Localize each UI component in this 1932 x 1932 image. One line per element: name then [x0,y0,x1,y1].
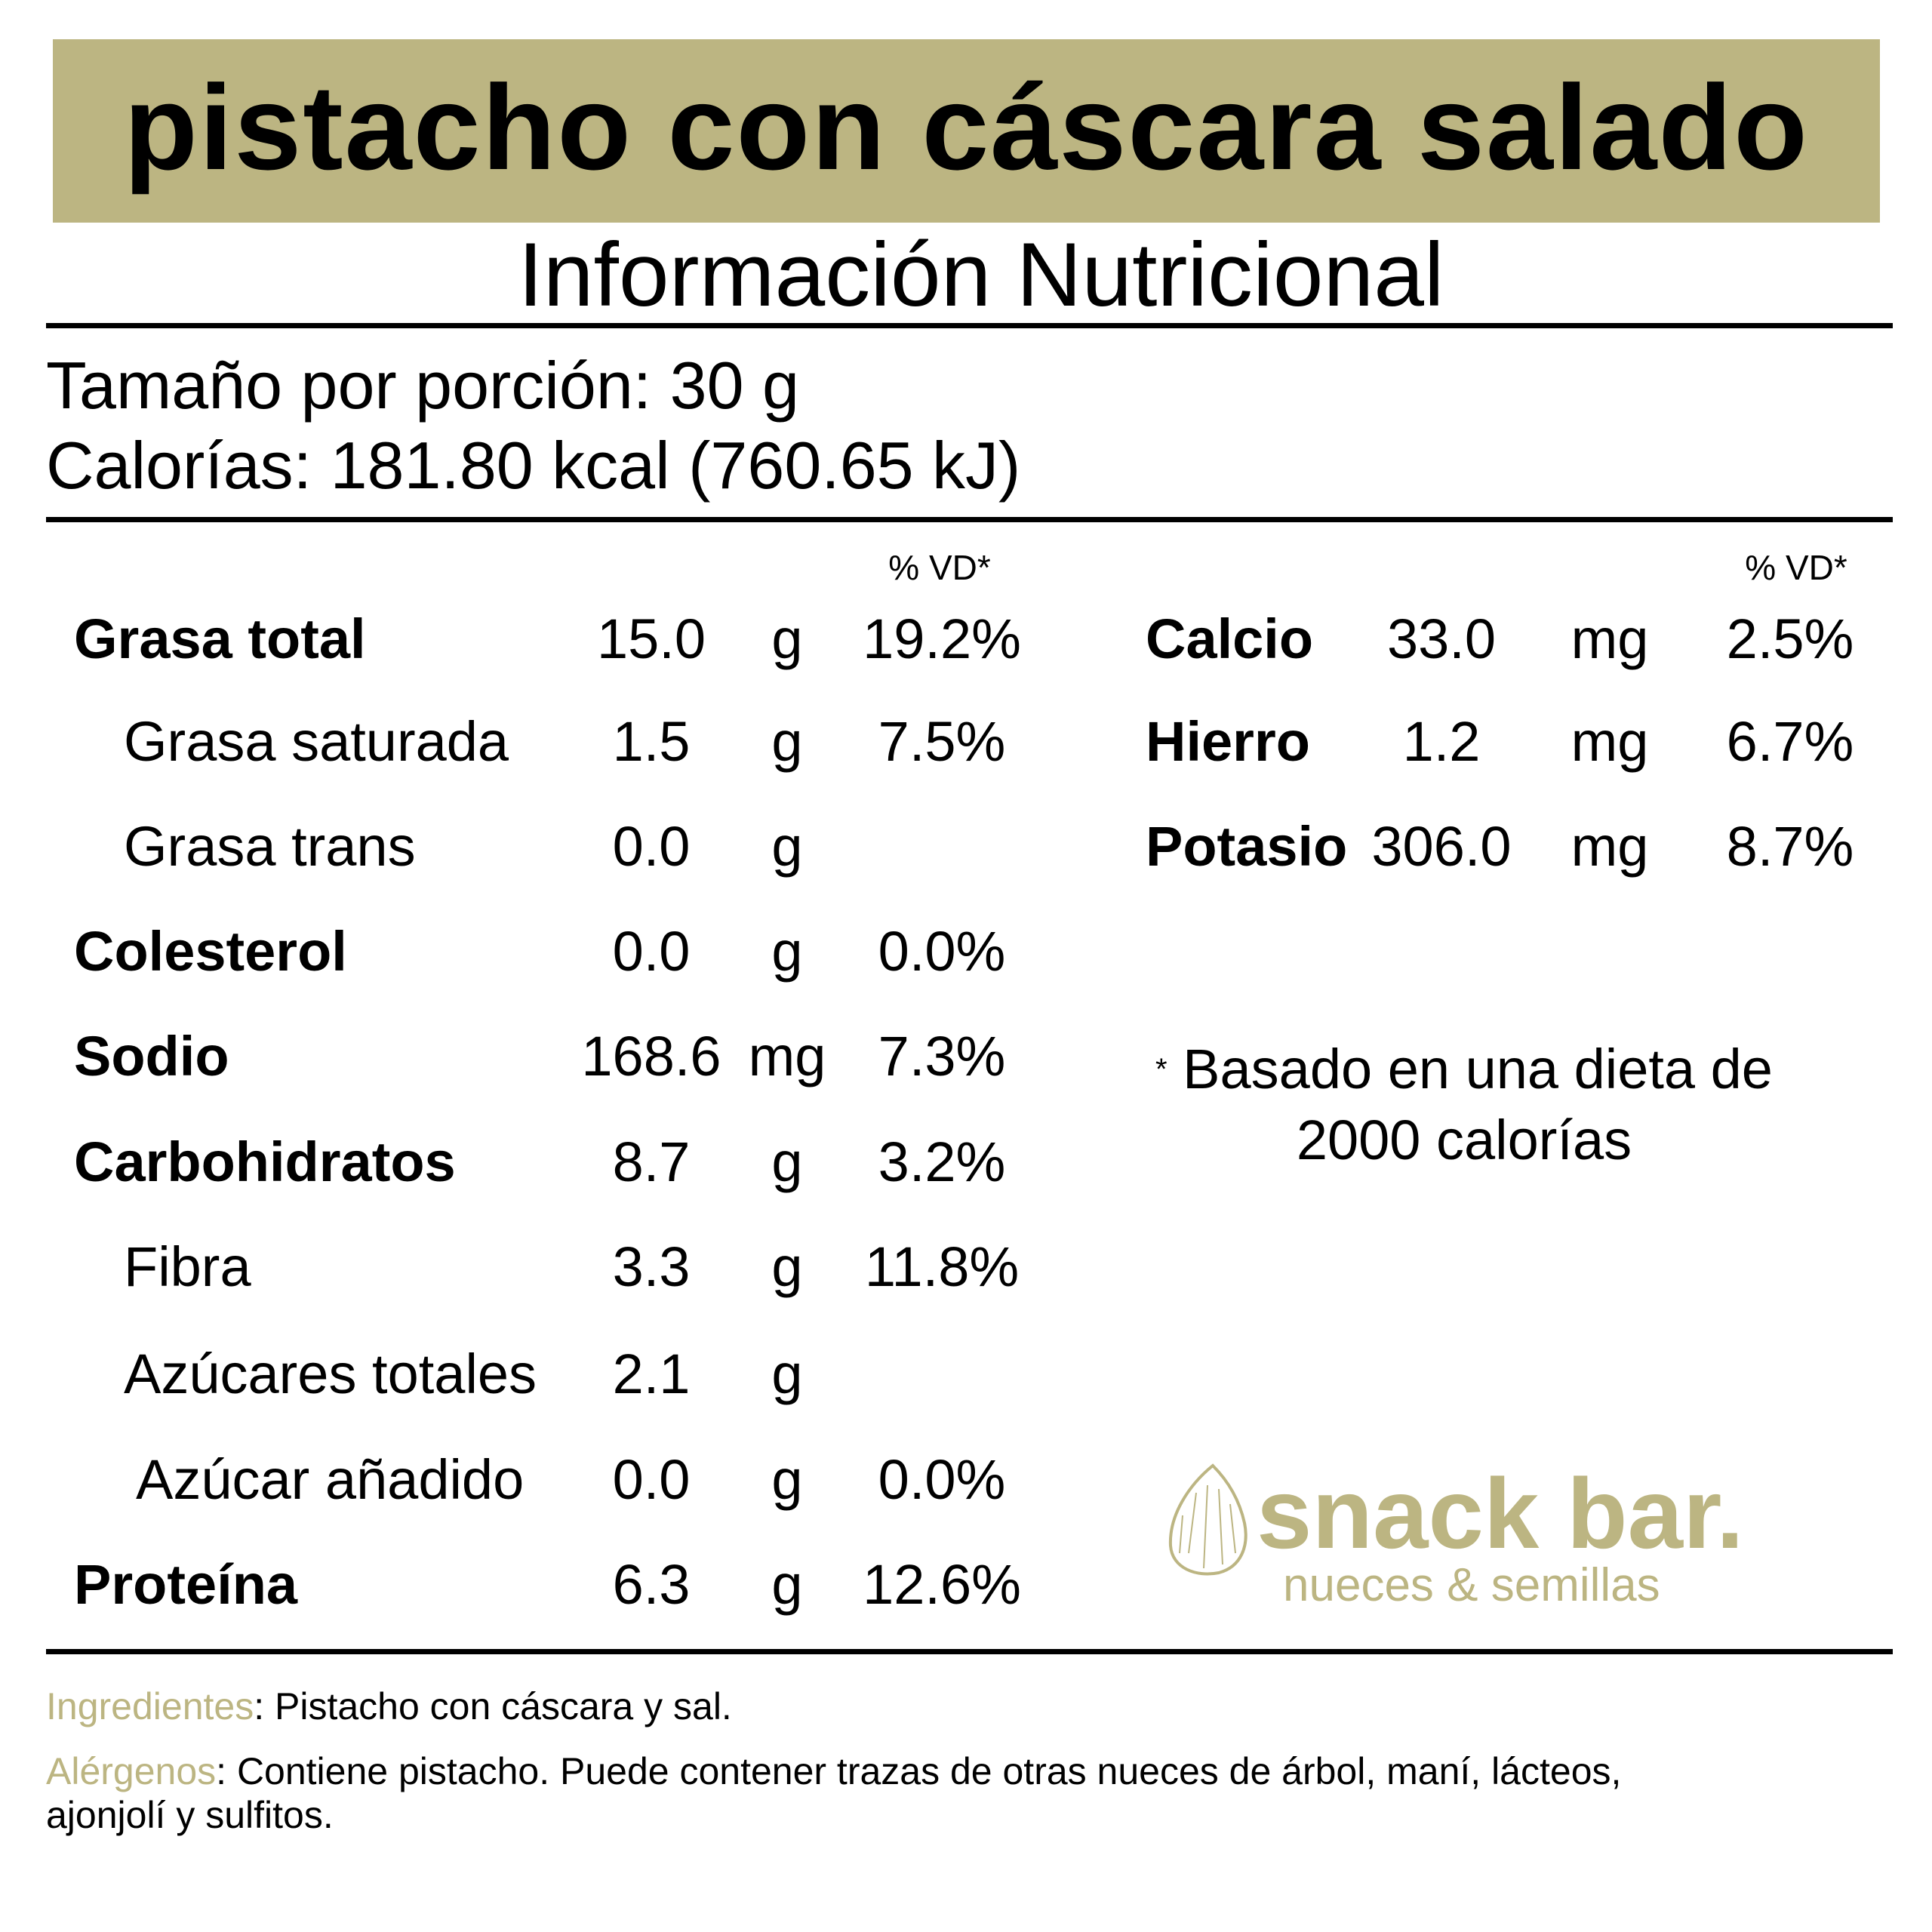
nutrient-row: Fibra 3.3 g 11.8% [0,1229,1932,1305]
nutrient-label: Grasa trans [124,815,416,878]
mineral-amount: 1.2 [1402,710,1481,773]
divider [46,323,1893,328]
mineral-dv: 2.5% [1726,608,1854,670]
nutrient-amount: 2.1 [612,1343,691,1405]
nutrient-unit: g [771,710,803,773]
nutrient-unit: g [771,1235,803,1298]
mineral-amount: 33.0 [1386,608,1497,670]
mineral-label: Potasio [1146,815,1348,878]
nutrient-amount: 168.6 [581,1025,721,1088]
mineral-unit: mg [1571,608,1649,670]
nutrient-unit: g [771,815,803,878]
nutrient-unit: g [771,608,803,670]
nutrient-dv: 0.0% [878,1448,1006,1511]
nutrient-amount: 6.3 [612,1553,691,1616]
nutrient-row: Grasa saturada 1.5 g 7.5% [0,704,1932,780]
ingredients-label: Ingredientes [46,1685,254,1727]
nutrient-dv: 7.3% [878,1025,1006,1088]
mineral-label: Hierro [1146,710,1310,773]
nutrient-unit: g [771,1343,803,1405]
ingredients-text: : Pistacho con cáscara y sal. [254,1685,732,1727]
nutrient-unit: g [771,920,803,983]
product-title: pistacho con cáscara salado [124,59,1809,195]
nutrient-label: Fibra [124,1235,251,1298]
mineral-row: Potasio 306.0 mg 8.7% [0,809,1932,884]
nutrient-dv: 11.8% [864,1235,1020,1298]
dv-header-left: % VD* [888,548,991,587]
nutrient-row: Proteína 6.3 g 12.6% [0,1547,1932,1623]
nutrient-label: Sodio [74,1025,229,1088]
mineral-label: Calcio [1146,608,1314,670]
nutrient-dv: 0.0% [878,920,1006,983]
nutrient-amount: 0.0 [612,815,691,878]
allergens-continued: ajonjolí y sulfitos. [46,1794,334,1836]
nutrient-row: Azúcares totales 2.1 g [0,1337,1932,1412]
nutrient-unit: g [771,1553,803,1616]
footnote: * Basado en una dieta de 2000 calorías [1087,1034,1841,1176]
nutrient-dv: 19.2% [863,608,1021,670]
nutrient-row: Grasa trans 0.0 g [0,809,1932,884]
mineral-dv: 8.7% [1726,815,1854,878]
nutrient-label: Azúcares totales [124,1343,537,1405]
ingredients: Ingredientes: Pistacho con cáscara y sal… [46,1684,732,1728]
brand-logo-text: snack bar. [1257,1458,1744,1569]
mineral-dv: 6.7% [1726,710,1854,773]
mineral-amount: 306.0 [1371,815,1512,878]
nutrient-label: Proteína [74,1553,298,1616]
nutrient-row: Grasa total 15.0 g 19.2% [0,601,1932,677]
brand-tagline: nueces & semillas [1283,1559,1660,1611]
allergens-text: : Contiene pistacho. Puede contener traz… [216,1750,1622,1792]
title-banner: pistacho con cáscara salado [53,39,1880,223]
footnote-text: Basado en una dieta de 2000 calorías [1183,1038,1773,1171]
nutrient-dv: 3.2% [878,1131,1006,1193]
nutrient-row: Carbohidratos 8.7 g 3.2% [0,1124,1932,1200]
mineral-unit: mg [1571,710,1649,773]
nutrient-amount: 0.0 [612,1448,691,1511]
nutrient-unit: g [771,1131,803,1193]
nutrient-amount: 8.7 [612,1131,691,1193]
nutrient-dv: 12.6% [863,1553,1021,1616]
nutrient-label: Carbohidratos [74,1131,456,1193]
mineral-unit: mg [1571,815,1649,878]
nutrient-amount: 3.3 [612,1235,691,1298]
divider [46,1649,1893,1654]
nutrient-label: Grasa total [74,608,366,670]
nutrient-amount: 15.0 [596,608,706,670]
footnote-mark: * [1155,1053,1168,1086]
nutrient-label: Grasa saturada [124,710,509,773]
divider [46,517,1893,522]
nutrient-amount: 0.0 [612,920,691,983]
dv-header-right: % VD* [1745,548,1847,587]
nutrient-label: Azúcar añadido [136,1448,525,1511]
nutrient-unit: g [771,1448,803,1511]
mineral-row: Hierro 1.2 mg 6.7% [0,704,1932,780]
nutrient-row: Sodio 168.6 mg 7.3% [0,1019,1932,1094]
allergens-label: Alérgenos [46,1750,217,1792]
serving-size: Tamaño por porción: 30 g [46,348,799,423]
almond-logo-icon [1168,1463,1247,1576]
calories: Calorías: 181.80 kcal (760.65 kJ) [46,428,1021,503]
nutrient-label: Colesterol [74,920,347,983]
allergens: Alérgenos: Contiene pistacho. Puede cont… [46,1749,1621,1793]
nutrient-row: Colesterol 0.0 g 0.0% [0,914,1932,989]
nutrient-unit: mg [748,1025,826,1088]
nutrient-dv: 7.5% [878,710,1006,773]
nutrient-amount: 1.5 [612,710,691,773]
nutrient-row: Azúcar añadido 0.0 g 0.0% [0,1442,1932,1518]
section-title: Información Nutricional [518,224,1444,325]
mineral-row: Calcio 33.0 mg 2.5% [0,601,1932,677]
